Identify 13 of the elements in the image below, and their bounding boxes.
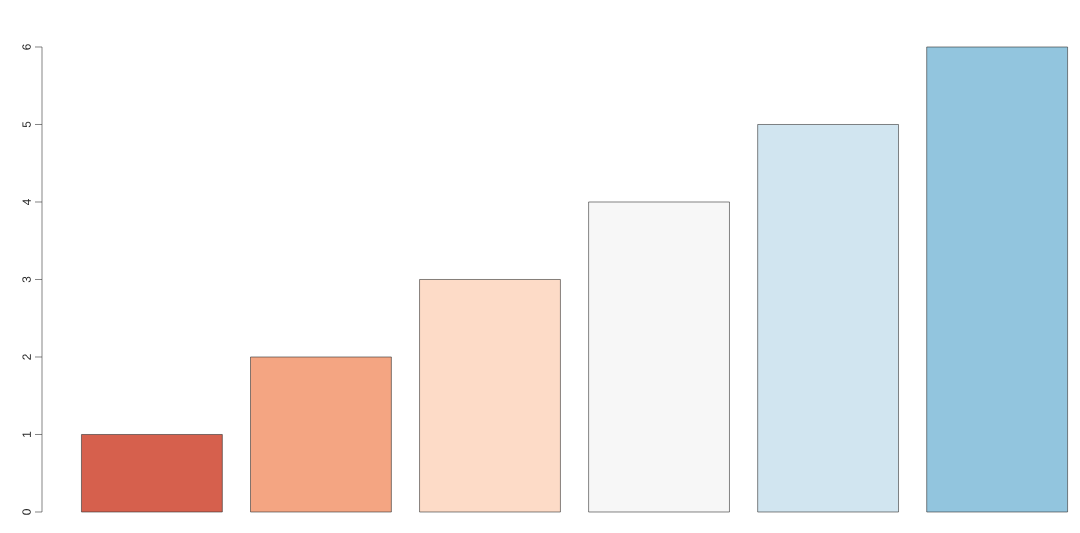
y-tick-label: 6 <box>22 44 31 50</box>
bar <box>81 434 223 513</box>
bar <box>588 201 730 513</box>
y-tick-label: 3 <box>22 276 31 283</box>
y-tick-label: 1 <box>22 431 31 437</box>
bar <box>419 279 561 513</box>
bar <box>250 356 392 513</box>
y-tick-label: 0 <box>22 509 31 515</box>
y-tick-label: 4 <box>22 199 31 206</box>
y-tick-label: 2 <box>22 354 31 360</box>
bar <box>926 46 1068 513</box>
y-tick-label: 5 <box>22 121 31 128</box>
bar <box>757 124 899 513</box>
